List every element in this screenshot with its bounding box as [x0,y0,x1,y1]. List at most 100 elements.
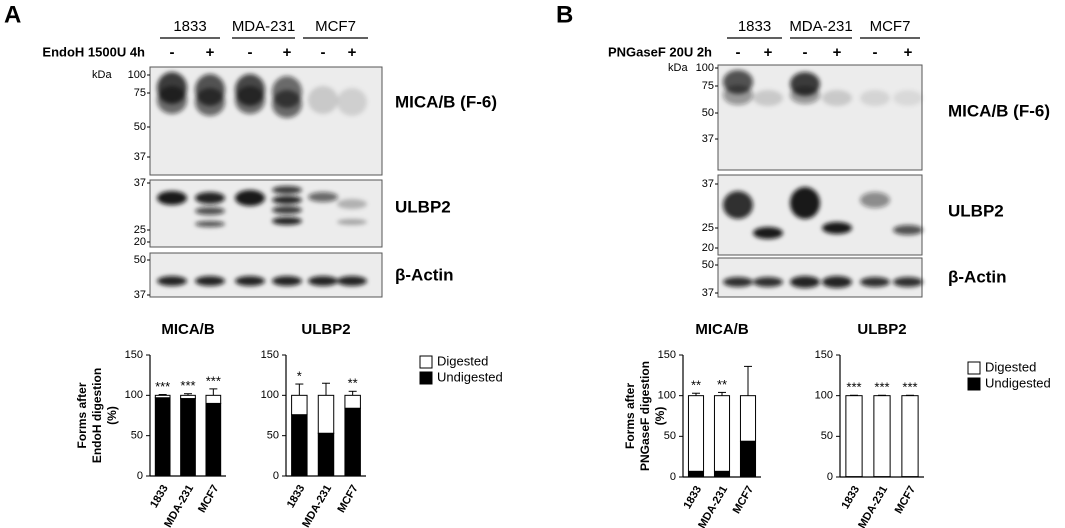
bar-segment [739,440,757,478]
y-tick-label: 50 [821,430,833,442]
band [337,199,367,209]
treatment-label: EndoH 1500U 4h [42,44,145,59]
kda-marker: 37 [702,287,714,299]
significance: *** [846,380,861,395]
band [308,86,338,114]
band [272,196,302,204]
error-bar [718,391,726,396]
legend-swatch [419,355,433,369]
kda-marker: 37 [702,133,714,145]
bar-segment [713,395,731,472]
bar-segment [344,394,361,409]
significance: *** [206,373,221,388]
y-tick-label: 150 [658,349,676,361]
band [860,277,890,287]
protein-label: β-Actin [395,265,454,284]
band [753,90,783,106]
kda-marker: 100 [696,62,714,74]
protein-label: ULBP2 [395,197,451,216]
band [308,276,338,286]
kda-marker: 20 [702,242,714,254]
band [337,219,367,225]
band [235,190,265,206]
bar-segment [205,394,222,404]
legend-swatch [967,377,981,391]
band [157,86,187,114]
blot [717,257,923,298]
kda-marker: 25 [134,224,146,236]
y-tick-label: 0 [670,471,676,483]
bar-segment [739,395,757,442]
protein-label: β-Actin [948,267,1007,286]
significance: *** [180,378,195,393]
band [235,276,265,286]
bar-segment [180,398,196,477]
protein-label: MICA/B (F-6) [948,101,1050,120]
y-tick-label: 0 [827,471,833,483]
kda-marker: 20 [134,236,146,248]
y-tick-label: 100 [658,390,676,402]
band [157,191,187,205]
y-axis-label: EndoH digestion [90,368,104,463]
band [723,277,753,287]
error-bar [692,392,700,396]
panel-label: B [556,1,573,28]
y-axis-label: Forms after [75,382,89,448]
bar-segment [901,395,919,478]
x-tick-label: 1833 [148,483,171,510]
legend-swatch [967,361,981,375]
cell-line-label: MDA-231 [789,18,852,35]
error-bar [348,390,357,396]
bar-segment [291,414,308,477]
blot-bands [157,186,367,227]
kda-marker: 50 [702,259,714,271]
protein-label: MICA/B (F-6) [395,92,497,111]
blot [149,66,383,176]
chart-title: MICA/B [161,321,214,338]
bar-segment [873,395,891,478]
treatment-sign: + [764,44,773,61]
treatment-sign: + [283,44,292,61]
band [195,221,225,227]
treatment-sign: - [321,44,326,61]
bar-segment [845,395,863,478]
x-tick-label: 1833 [681,484,704,511]
cell-line-label: 1833 [173,18,206,35]
band [337,88,367,116]
cell-line-label: MCF7 [870,18,911,35]
y-tick-label: 50 [664,430,676,442]
band [790,187,820,219]
legend-label: Undigested [985,375,1051,390]
y-tick-label: 50 [131,430,143,442]
band [893,90,923,106]
y-axis-label: (%) [105,406,119,425]
kda-marker: 50 [702,107,714,119]
y-axis-label: PNGaseF digestion [638,361,652,471]
cell-line-label: MDA-231 [232,18,295,35]
significance: *** [874,380,889,395]
bar-segment [291,394,308,416]
error-bar [158,394,167,396]
band [272,186,302,194]
chart-title: ULBP2 [301,321,350,338]
error-bar [295,383,304,396]
bar-segment [317,394,335,434]
band [893,277,923,287]
bar-segment [205,402,222,477]
kda-marker: 37 [134,177,146,189]
treatment-sign: - [803,44,808,61]
blot [149,179,383,248]
band [893,225,923,235]
kda-marker: 50 [134,254,146,266]
legend-label: Digested [985,359,1036,374]
significance: ** [348,376,358,391]
kda-marker: 50 [134,121,146,133]
significance: ** [717,377,727,392]
band [822,276,852,288]
bar-segment [154,394,171,399]
significance: ** [691,378,701,393]
y-tick-label: 50 [267,430,279,442]
kda-unit: kDa [668,62,688,74]
blot-bands [157,276,367,286]
